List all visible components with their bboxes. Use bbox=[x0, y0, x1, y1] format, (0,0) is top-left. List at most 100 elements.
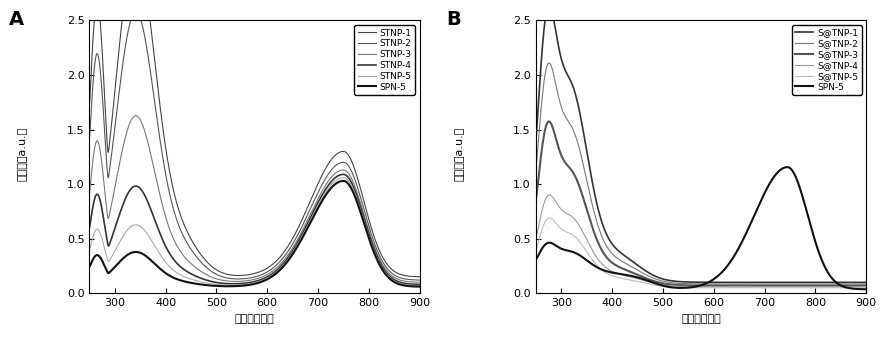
STNP-2 bbox=[101, 153, 112, 157]
S@TNP-2 bbox=[851, 282, 862, 286]
S@TNP-3 bbox=[861, 284, 872, 288]
Line: SPN-5: SPN-5 bbox=[89, 181, 420, 287]
S@TNP-5 bbox=[791, 286, 802, 290]
STNP-4 bbox=[345, 177, 355, 181]
S@TNP-5 bbox=[682, 286, 693, 290]
SPN-5 bbox=[101, 267, 112, 271]
S@TNP-5 bbox=[851, 286, 862, 290]
S@TNP-4 bbox=[861, 285, 872, 289]
S@TNP-1 bbox=[547, 13, 558, 17]
S@TNP-3 bbox=[547, 126, 558, 130]
SPN-5 bbox=[530, 257, 541, 262]
SPN-5 bbox=[861, 287, 872, 291]
S@TNP-3 bbox=[691, 283, 702, 287]
STNP-5 bbox=[84, 248, 95, 252]
S@TNP-2 bbox=[682, 282, 693, 286]
S@TNP-1 bbox=[851, 280, 862, 284]
STNP-2 bbox=[236, 277, 246, 281]
SPN-5 bbox=[338, 179, 348, 183]
STNP-3 bbox=[414, 280, 425, 284]
S@TNP-2 bbox=[547, 69, 558, 73]
S@TNP-1 bbox=[682, 280, 693, 284]
SPN-5 bbox=[691, 284, 702, 288]
STNP-5 bbox=[405, 283, 415, 287]
S@TNP-5 bbox=[861, 286, 872, 290]
STNP-2 bbox=[405, 278, 415, 282]
SPN-5 bbox=[405, 284, 415, 288]
S@TNP-1 bbox=[691, 280, 702, 284]
STNP-4 bbox=[338, 172, 348, 176]
S@TNP-5 bbox=[851, 286, 862, 290]
STNP-2 bbox=[345, 166, 355, 170]
STNP-4 bbox=[245, 280, 255, 284]
STNP-4 bbox=[101, 233, 112, 237]
Text: 吸光度（a.u.）: 吸光度（a.u.） bbox=[17, 126, 28, 181]
S@TNP-1 bbox=[861, 280, 872, 284]
S@TNP-4 bbox=[682, 284, 693, 288]
S@TNP-4 bbox=[791, 285, 802, 289]
S@TNP-1 bbox=[851, 280, 862, 284]
Legend: S@TNP-1, S@TNP-2, S@TNP-3, S@TNP-4, S@TNP-5, SPN-5: S@TNP-1, S@TNP-2, S@TNP-3, S@TNP-4, S@TN… bbox=[792, 25, 862, 95]
S@TNP-5 bbox=[544, 216, 555, 220]
STNP-3 bbox=[101, 202, 112, 206]
STNP-5 bbox=[405, 283, 415, 287]
STNP-1 bbox=[405, 274, 415, 278]
STNP-2 bbox=[414, 278, 425, 282]
SPN-5 bbox=[782, 165, 793, 169]
Line: S@TNP-5: S@TNP-5 bbox=[536, 218, 866, 288]
SPN-5 bbox=[851, 287, 862, 291]
STNP-1 bbox=[101, 123, 112, 128]
S@TNP-2 bbox=[851, 282, 862, 286]
STNP-1 bbox=[414, 275, 425, 279]
Line: STNP-1: STNP-1 bbox=[89, 0, 420, 277]
STNP-4 bbox=[414, 282, 425, 286]
Line: STNP-3: STNP-3 bbox=[89, 116, 420, 282]
STNP-1 bbox=[236, 273, 246, 278]
SPN-5 bbox=[682, 286, 693, 290]
STNP-3 bbox=[84, 192, 95, 196]
S@TNP-3 bbox=[682, 283, 693, 287]
Text: 吸光度（a.u.）: 吸光度（a.u.） bbox=[455, 126, 465, 181]
STNP-1 bbox=[84, 103, 95, 107]
Text: B: B bbox=[446, 10, 462, 29]
S@TNP-5 bbox=[691, 286, 702, 290]
S@TNP-5 bbox=[547, 218, 558, 222]
STNP-3 bbox=[236, 279, 246, 283]
STNP-1 bbox=[245, 272, 255, 277]
STNP-5 bbox=[338, 176, 348, 180]
STNP-1 bbox=[345, 155, 355, 159]
STNP-3 bbox=[405, 280, 415, 284]
S@TNP-3 bbox=[851, 284, 862, 288]
STNP-3 bbox=[130, 114, 141, 118]
S@TNP-4 bbox=[547, 195, 558, 199]
STNP-5 bbox=[101, 253, 112, 257]
X-axis label: 波长（纳米）: 波长（纳米） bbox=[681, 314, 721, 324]
S@TNP-3 bbox=[530, 197, 541, 201]
SPN-5 bbox=[547, 241, 558, 246]
Line: STNP-4: STNP-4 bbox=[89, 174, 420, 284]
S@TNP-2 bbox=[791, 282, 802, 286]
Line: STNP-5: STNP-5 bbox=[89, 178, 420, 285]
S@TNP-2 bbox=[691, 282, 702, 286]
S@TNP-4 bbox=[544, 193, 555, 197]
SPN-5 bbox=[414, 285, 425, 289]
Line: S@TNP-3: S@TNP-3 bbox=[536, 121, 866, 286]
STNP-2 bbox=[84, 136, 95, 140]
S@TNP-2 bbox=[530, 166, 541, 170]
S@TNP-3 bbox=[851, 284, 862, 288]
STNP-3 bbox=[345, 173, 355, 177]
STNP-2 bbox=[405, 278, 415, 282]
STNP-5 bbox=[414, 283, 425, 287]
S@TNP-4 bbox=[691, 285, 702, 289]
S@TNP-4 bbox=[851, 285, 862, 289]
STNP-4 bbox=[236, 281, 246, 285]
Legend: STNP-1, STNP-2, STNP-3, STNP-4, STNP-5, SPN-5: STNP-1, STNP-2, STNP-3, STNP-4, STNP-5, … bbox=[355, 25, 415, 95]
S@TNP-4 bbox=[530, 236, 541, 240]
STNP-3 bbox=[245, 278, 255, 282]
STNP-2 bbox=[130, 10, 141, 14]
SPN-5 bbox=[84, 265, 95, 269]
SPN-5 bbox=[236, 284, 246, 288]
Line: S@TNP-4: S@TNP-4 bbox=[536, 195, 866, 287]
Text: A: A bbox=[9, 10, 24, 29]
Line: STNP-2: STNP-2 bbox=[89, 12, 420, 280]
